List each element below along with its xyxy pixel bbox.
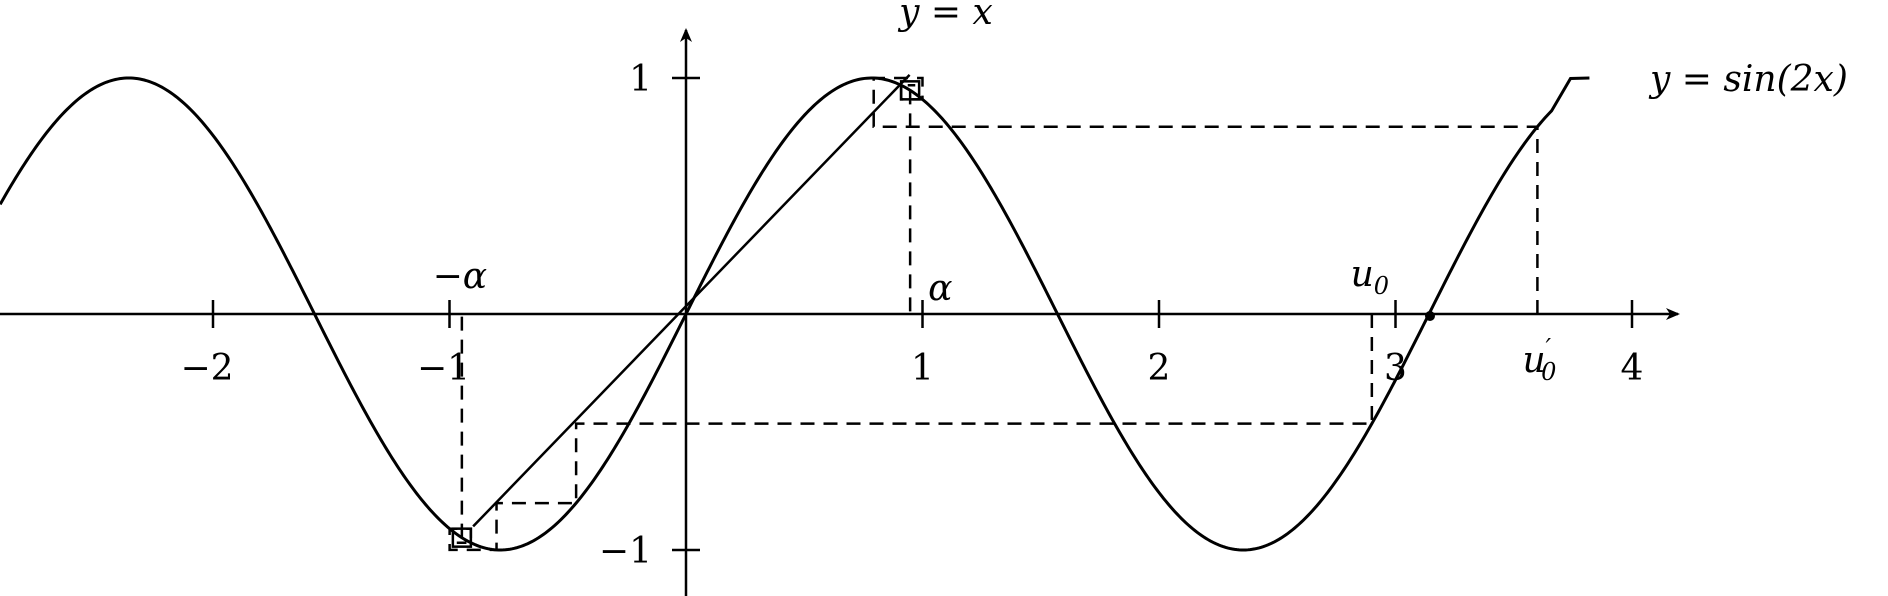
neg-alpha-label: −α <box>433 256 487 297</box>
u0-prime-label-base: u <box>1522 340 1545 381</box>
u0-label-subscript: 0 <box>1374 272 1389 300</box>
fixed-point-neg-alpha-marker <box>451 527 473 548</box>
cobweb-path-positive <box>872 76 1539 314</box>
identity-line-label: y = x <box>897 0 993 33</box>
fixed-point-alpha-marker <box>899 80 921 101</box>
x-tick-label-3: 3 <box>1384 348 1407 389</box>
identity-line <box>472 74 911 528</box>
x-tick-marks <box>211 300 1634 328</box>
u0-prime-label-subscript: 0 <box>1541 358 1556 386</box>
sine-curve-label: y = sin(2x) <box>1648 59 1848 100</box>
u0-prime-label: u′ 0 <box>1522 334 1556 386</box>
y-tick-label-1: 1 <box>629 59 652 100</box>
u0-prime-label-mark: ′ <box>1546 334 1552 362</box>
x-tick-label-minus-2: −2 <box>180 348 233 389</box>
alpha-label: α <box>928 268 952 309</box>
y-tick-marks <box>672 76 700 552</box>
x-tick-label-1: 1 <box>911 348 934 389</box>
u0-label-base: u <box>1351 254 1374 295</box>
root-dot <box>1424 311 1435 321</box>
x-tick-label-4: 4 <box>1621 348 1644 389</box>
x-tick-label-2: 2 <box>1148 348 1171 389</box>
u0-label: u0 <box>1351 254 1389 300</box>
y-tick-label-minus-1: −1 <box>599 531 652 572</box>
sine-curve <box>0 76 1590 552</box>
